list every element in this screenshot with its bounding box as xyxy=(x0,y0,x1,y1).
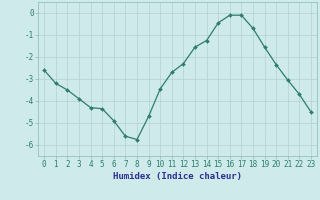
X-axis label: Humidex (Indice chaleur): Humidex (Indice chaleur) xyxy=(113,172,242,181)
